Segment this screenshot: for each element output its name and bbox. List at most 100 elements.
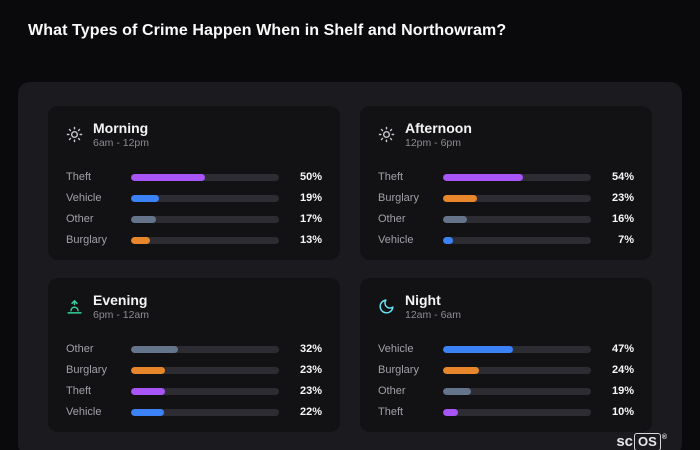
percent-label: 17% [299,213,322,225]
bar-fill [131,173,205,181]
bar-track [443,194,591,202]
category-label: Burglary [378,364,419,376]
card-title: Afternoon [405,120,472,136]
bar-row: Burglary 23% [378,192,634,204]
category-label: Theft [378,171,404,183]
percent-label: 23% [611,192,634,204]
cards-grid: Morning 6am - 12pm Theft 50% Vehicle 19% Oth… [48,106,652,432]
logo-text-sc: sc [616,433,634,450]
dashboard-panel: Morning 6am - 12pm Theft 50% Vehicle 19% Oth… [18,82,682,450]
bar-track [443,387,591,395]
card-afternoon: Afternoon 12pm - 6pm Theft 54% Burglary 23%… [360,106,652,260]
bar-track [443,215,591,223]
bar-fill [443,215,467,223]
bar-row: Other 17% [66,213,322,225]
bar-track [131,215,279,223]
bar-fill [131,215,157,223]
percent-label: 16% [611,213,634,225]
card-header-text: Night 12am - 6am [405,292,461,321]
card-header: Morning 6am - 12pm [66,120,322,149]
category-label: Theft [66,171,92,183]
percent-label: 10% [611,406,634,418]
bar-track [443,345,591,353]
bar-track [443,408,591,416]
bar-fill [131,345,179,353]
category-label: Other [66,213,94,225]
bar-fill [131,236,151,244]
bar-rows: Theft 54% Burglary 23% Other 16% Vehicle 7% [378,161,634,248]
percent-label: 13% [299,234,322,246]
card-title: Morning [93,120,149,136]
card-header-text: Evening 6pm - 12am [93,292,149,321]
bar-row: Vehicle 47% [378,343,634,355]
bar-row: Other 19% [378,385,634,397]
bar-row: Other 16% [378,213,634,225]
percent-label: 47% [611,343,634,355]
category-label: Burglary [66,234,107,246]
card-header: Evening 6pm - 12am [66,292,322,321]
percent-label: 19% [299,192,322,204]
sun-icon [66,126,83,143]
bar-row: Vehicle 19% [66,192,322,204]
percent-label: 22% [299,406,322,418]
bar-fill [443,173,523,181]
bar-fill [443,345,513,353]
percent-label: 24% [611,364,634,376]
card-night: Night 12am - 6am Vehicle 47% Burglary 24% Ot… [360,278,652,432]
category-label: Burglary [66,364,107,376]
bar-fill [443,236,454,244]
card-title: Night [405,292,441,308]
bar-fill [443,194,478,202]
bar-fill [443,366,479,374]
bar-rows: Vehicle 47% Burglary 24% Other 19% Theft 10% [378,333,634,420]
bar-track [131,387,279,395]
category-label: Other [378,385,406,397]
percent-label: 19% [611,385,634,397]
bar-row: Vehicle 22% [66,406,322,418]
bar-track [131,173,279,181]
logo-registered-mark: ® [661,433,667,441]
bar-row: Theft 54% [378,171,634,183]
bar-track [131,366,279,374]
category-label: Burglary [378,192,419,204]
card-subtitle: 6am - 12pm [93,137,150,150]
bar-track [443,366,591,374]
category-label: Theft [66,385,92,397]
bar-track [131,194,279,202]
card-title: Evening [93,292,148,308]
bar-track [443,236,591,244]
percent-label: 7% [618,234,634,246]
category-label: Theft [378,406,404,418]
percent-label: 32% [299,343,322,355]
sun-icon [378,126,395,143]
bar-fill [131,387,166,395]
bar-row: Theft 50% [66,171,322,183]
percent-label: 54% [611,171,634,183]
page-title: What Types of Crime Happen When in Shelf… [28,22,507,39]
percent-label: 23% [299,385,322,397]
card-header: Night 12am - 6am [378,292,634,321]
scos-logo: sc OS ® [616,432,667,450]
bar-fill [131,366,166,374]
bar-fill [443,408,458,416]
bar-rows: Other 32% Burglary 23% Theft 23% Vehicle 22% [66,333,322,420]
card-subtitle: 12pm - 6pm [405,137,462,150]
card-subtitle: 12am - 6am [405,309,462,322]
category-label: Other [378,213,406,225]
sunset-icon [66,298,83,315]
category-label: Vehicle [66,192,102,204]
card-header: Afternoon 12pm - 6pm [378,120,634,149]
category-label: Vehicle [378,234,414,246]
category-label: Vehicle [66,406,102,418]
bar-fill [131,194,160,202]
card-evening: Evening 6pm - 12am Other 32% Burglary 23% Th… [48,278,340,432]
moon-icon [378,298,395,315]
bar-track [443,173,591,181]
bar-fill [443,387,472,395]
bar-row: Vehicle 7% [378,234,634,246]
bar-track [131,408,279,416]
card-subtitle: 6pm - 12am [93,309,150,322]
bar-rows: Theft 50% Vehicle 19% Other 17% Burglary 13% [66,161,322,248]
bar-row: Burglary 13% [66,234,322,246]
bar-fill [131,408,164,416]
